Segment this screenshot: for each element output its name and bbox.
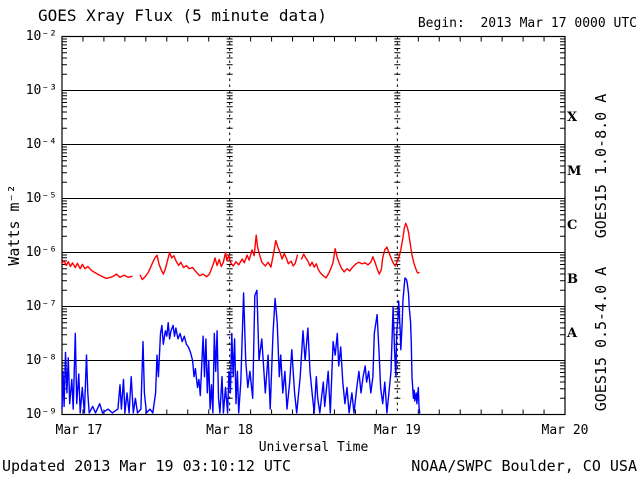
begin-timestamp: Begin: 2013 Mar 17 0000 UTC xyxy=(417,16,637,31)
flux-class-letter: A xyxy=(567,325,578,341)
x-axis-title: Universal Time xyxy=(258,440,369,455)
page-title: GOES Xray Flux (5 minute data) xyxy=(38,6,327,25)
x-tick-label: Mar 18 xyxy=(206,423,254,438)
flux-class-letter: M xyxy=(567,163,582,179)
updated-timestamp: Updated 2013 Mar 19 03:10:12 UTC xyxy=(2,457,291,475)
flux-class-letter: X xyxy=(567,109,578,125)
flux-class-letter: C xyxy=(567,217,578,233)
y-tick-label: 10⁻⁴ xyxy=(25,136,57,152)
legend-short-channel-label: GOES15 0.5-4.0 A xyxy=(592,266,610,412)
y-tick-label: 10⁻⁹ xyxy=(25,406,57,422)
y-tick-label: 10⁻⁷ xyxy=(25,298,57,314)
y-tick-label: 10⁻⁵ xyxy=(25,190,57,206)
y-tick-label: 10⁻³ xyxy=(25,82,57,98)
flux-class-letter: B xyxy=(567,271,578,287)
x-tick-label: Mar 19 xyxy=(373,423,421,438)
y-tick-label: 10⁻⁸ xyxy=(25,352,57,368)
y-tick-label: 10⁻⁶ xyxy=(25,244,57,260)
x-tick-label: Mar 20 xyxy=(541,423,589,438)
y-tick-label: 10⁻² xyxy=(25,28,57,44)
source-attribution: NOAA/SWPC Boulder, CO USA xyxy=(411,457,637,475)
y-axis-title: Watts m⁻² xyxy=(5,184,23,266)
legend-long-channel-label: GOES15 1.0-8.0 A xyxy=(592,93,610,239)
x-tick-label: Mar 17 xyxy=(55,423,103,438)
